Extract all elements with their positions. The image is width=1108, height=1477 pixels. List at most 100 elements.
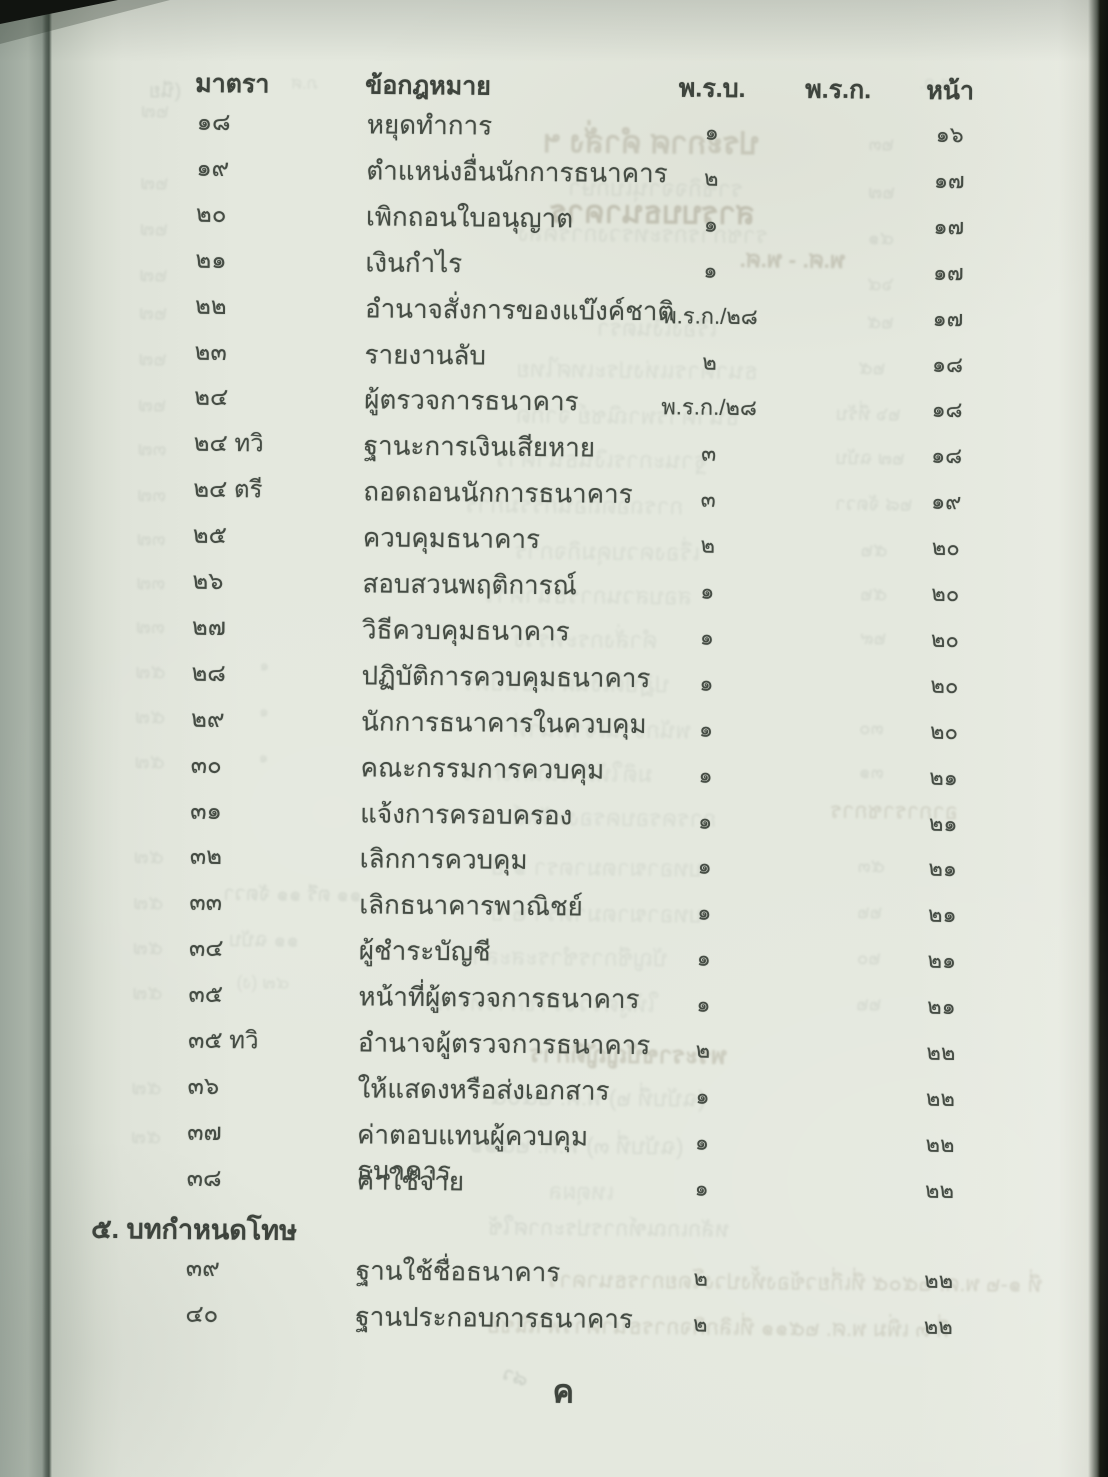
cell-page: ๒๑ xyxy=(929,764,958,790)
cell-page: ๑๗ xyxy=(933,259,964,285)
cell-page: ๒๑ xyxy=(927,993,956,1020)
cell-page: ๒๒ xyxy=(924,1267,954,1294)
cell-matra: ๓๙ xyxy=(185,1254,220,1283)
cell-matra: ๒๙ xyxy=(190,705,225,733)
cell-decree xyxy=(777,896,883,897)
column-header-act: พ.ร.บ. xyxy=(678,74,746,104)
cell-matra: ๒๔ xyxy=(194,384,229,412)
table-row: ๓๔ ผู้ชำระบัญชี ๑ ๒๑ xyxy=(0,929,1099,982)
table-row: ๒๖ สอบสวนพฤติการณ์ ๑ ๒๐ xyxy=(0,562,1103,615)
cell-decree xyxy=(779,712,885,713)
cell-law: แจ้งการครอบครอง xyxy=(360,797,573,830)
cell-act: ๑ xyxy=(699,624,715,650)
cell-page: ๒๑ xyxy=(927,947,957,974)
table-row: ๒๕ ควบคุมธนาคาร ๒ ๒๐ xyxy=(0,516,1103,569)
ghost-text: (นีย xyxy=(149,80,182,103)
cell-page: ๒๐ xyxy=(930,626,959,652)
cell-page: ๑๘ xyxy=(931,443,963,469)
cell-act: ๒ xyxy=(692,1311,708,1337)
cell-decree xyxy=(777,942,883,943)
cell-matra: ๓๑ xyxy=(190,797,222,825)
table-row: ๓๘ ค่าใช้จ่าย ๑ ๒๒ xyxy=(0,1158,1097,1211)
cell-page: ๒๒ xyxy=(926,1039,956,1066)
cell-matra: ๒๕ xyxy=(192,521,227,550)
cell-act: ๑ xyxy=(698,716,714,742)
cell-matra: ๓๔ xyxy=(188,934,224,963)
ghost-showthrough-layer: (นีย ภ.ศ พ.ภ. ประกาศ คำสั่ง ฯสารบบธนาคาร พ.ศ… xyxy=(0,0,1108,1392)
cell-decree xyxy=(783,299,889,300)
cell-decree xyxy=(778,804,884,805)
cell-page: ๒๒ xyxy=(925,1085,956,1111)
cell-matra: ๓๖ xyxy=(187,1072,220,1100)
cell-matra: ๓๒ xyxy=(189,843,223,871)
cell-act: ๑ xyxy=(694,1175,709,1201)
cell-decree xyxy=(776,1033,882,1034)
cell-decree xyxy=(775,1171,881,1172)
table-rows: ๑๘ หยุดทำการ ๑ ๑๖ ๑๙ ตำแหน่งอื่นนักการธน… xyxy=(0,0,1108,1339)
cell-act: ๒ xyxy=(700,532,716,558)
cell-page: ๑๘ xyxy=(931,351,964,377)
cell-decree xyxy=(784,207,890,208)
cell-page: ๒๒ xyxy=(925,1131,955,1157)
section-heading-penalties: ๕. บทกำหนดโทษ xyxy=(91,1213,298,1246)
cell-matra: ๑๙ xyxy=(196,154,230,182)
table-row: ๒๙ นักการธนาคารในควบคุม ๑ ๒๐ xyxy=(0,700,1101,753)
cell-act: ๒ xyxy=(703,165,719,191)
cell-page: ๒๒ xyxy=(923,1313,953,1340)
table-row: ๓๕ ทวิ อำนาจผู้ตรวจการธนาคาร ๒ ๒๒ xyxy=(0,1021,1098,1074)
cell-law: วิธีควบคุมธนาคาร xyxy=(361,614,570,647)
cell-act: ๓ xyxy=(701,440,717,467)
cell-matra: ๓๓ xyxy=(189,889,223,917)
cell-page: ๒๑ xyxy=(928,810,958,836)
cell-page: ๒๐ xyxy=(929,718,959,744)
cell-decree xyxy=(781,574,887,575)
cell-decree xyxy=(780,666,886,667)
cell-act: ๑ xyxy=(698,808,713,834)
cell-law: นักการธนาคารในควบคุม xyxy=(360,706,647,739)
table-row: ๓๗ ค่าตอบแทนผู้ควบคุมธนาคาร ๑ ๒๒ xyxy=(0,1113,1097,1186)
cell-page: ๒๒ xyxy=(924,1177,955,1203)
cell-decree xyxy=(777,987,883,988)
cell-law: อำนาจสั่งการของแบ๊งค์ชาติ xyxy=(364,292,675,326)
cell-act: ๑ xyxy=(697,899,712,926)
cell-law: เพิกถอนใบอนุญาต xyxy=(365,201,574,234)
cell-matra: ๒๔ ตรี xyxy=(193,475,263,504)
table-row: ๒๔ ทวิ ฐานะการเงินเสียหาย ๓ ๑๘ xyxy=(0,424,1104,477)
table-row: ๑๘ หยุดทำการ ๑ ๑๖ xyxy=(0,103,1107,156)
table-row: ๒๒ อำนาจสั่งการของแบ๊งค์ชาติ พ.ร.ก./๒๘ ๑… xyxy=(0,286,1105,339)
cell-law: ให้แสดงหรือส่งเอกสาร xyxy=(357,1073,610,1106)
table-row: ๒๗ วิธีควบคุมธนาคาร ๑ ๒๐ xyxy=(0,608,1102,661)
page-footer-mark: ค xyxy=(552,1373,575,1410)
cell-matra: ๓๗ xyxy=(187,1118,222,1146)
cell-act: ๑ xyxy=(695,1083,710,1109)
cell-act: ๑ xyxy=(703,257,718,283)
cell-decree xyxy=(781,483,887,484)
cell-law: เงินกำไร xyxy=(365,247,463,278)
cell-matra: ๒๐ xyxy=(195,200,227,228)
cell-matra: ๓๘ xyxy=(186,1164,222,1192)
cell-law: ผู้ตรวจการธนาคาร xyxy=(364,384,579,417)
ghost-text: หลักเกณฑ์การประกาศใช้ xyxy=(488,1214,730,1242)
cell-matra: ๒๘ xyxy=(191,659,227,687)
table-row: ๓๖ ให้แสดงหรือส่งเอกสาร ๑ ๒๒ xyxy=(0,1067,1098,1120)
table-row: ๓๕ หน้าที่ผู้ตรวจการธนาคาร ๑ ๒๑ xyxy=(0,975,1099,1028)
cell-decree xyxy=(783,345,889,346)
table-row: ๓๑ แจ้งการครอบครอง ๑ ๒๑ xyxy=(0,791,1100,844)
table-row: ๒๐ เพิกถอนใบอนุญาต ๑ ๑๗ xyxy=(0,195,1106,248)
cell-decree xyxy=(784,253,890,254)
cell-matra: ๒๒ xyxy=(194,292,227,320)
cell-act: ๑ xyxy=(699,670,714,696)
cell-page: ๒๑ xyxy=(927,902,957,928)
cell-matra: ๒๖ xyxy=(192,567,224,596)
cell-page: ๒๐ xyxy=(930,672,959,698)
cell-act: พ.ร.ก./๒๘ xyxy=(662,302,758,329)
cell-decree xyxy=(784,161,890,162)
cell-decree xyxy=(773,1307,879,1308)
cell-act: ๓ xyxy=(700,486,716,512)
table-row: ๑๙ ตำแหน่งอื่นนักการธนาคาร ๒ ๑๗ xyxy=(0,149,1107,202)
table-row: ๒๔ ตรี ถอดถอนนักการธนาคาร ๓ ๑๙ xyxy=(0,470,1103,523)
cell-page: ๑๗ xyxy=(932,305,964,331)
table-row: ๓๙ ฐานใช้ชื่อธนาคาร ๒ ๒๒ xyxy=(0,1249,1096,1302)
cell-law: คณะกรรมการควบคุม xyxy=(360,751,605,785)
table-row: ๒๘ ปฏิบัติการควบคุมธนาคาร ๑ ๒๐ xyxy=(0,654,1102,707)
